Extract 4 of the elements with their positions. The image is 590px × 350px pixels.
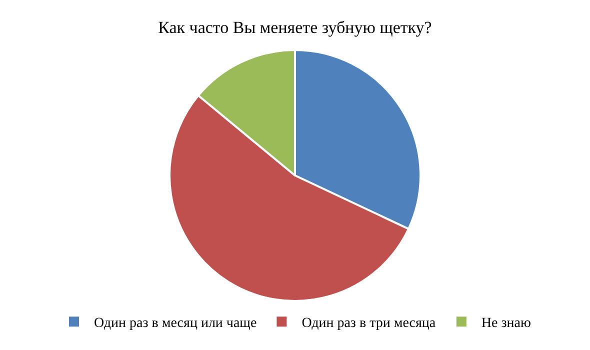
legend-label: Один раз в месяц или чаще [94, 316, 257, 332]
chart-title: Как часто Вы меняете зубную щетку? [158, 18, 432, 37]
legend-label: Один раз в три месяца [302, 316, 436, 332]
legend-label: Не знаю [481, 316, 531, 332]
